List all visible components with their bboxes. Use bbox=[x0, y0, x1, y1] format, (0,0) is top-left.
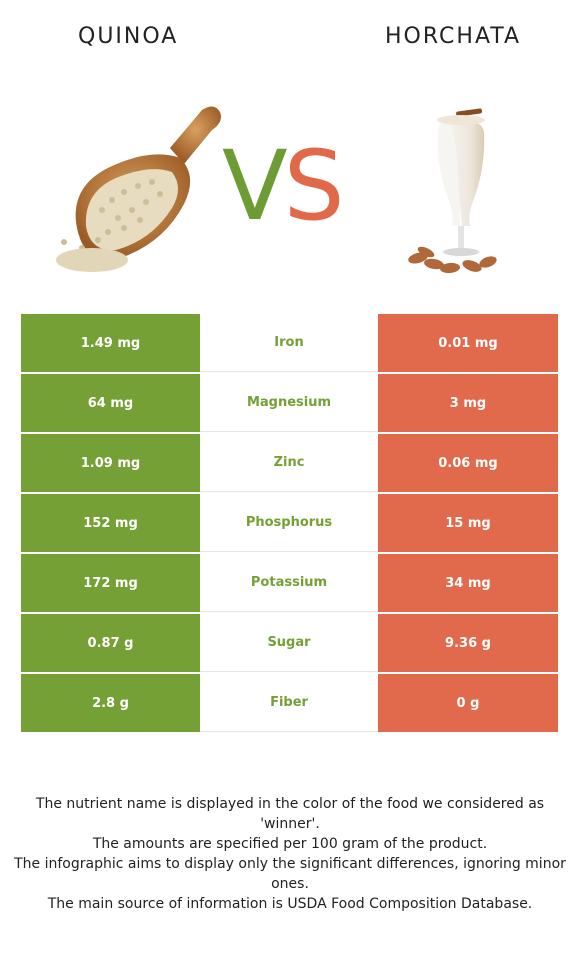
footnote-source: The main source of information is USDA F… bbox=[47, 896, 533, 912]
vs-letter-v: V bbox=[222, 130, 288, 242]
footnote-amounts: The amounts are specified per 100 gram o… bbox=[92, 836, 488, 852]
nutrient-name: Sugar bbox=[200, 614, 378, 672]
vs-label: VS bbox=[222, 138, 345, 234]
nutrient-name: Zinc bbox=[200, 434, 378, 492]
footnote-aims: The infographic aims to display only the… bbox=[14, 856, 566, 892]
table-row: 2.8 g Fiber 0 g bbox=[21, 674, 558, 732]
table-row: 64 mg Magnesium 3 mg bbox=[21, 374, 558, 432]
table-row: 172 mg Potassium 34 mg bbox=[21, 554, 558, 612]
table-row: 0.87 g Sugar 9.36 g bbox=[21, 614, 558, 672]
quinoa-scoop-image bbox=[56, 106, 221, 272]
left-food-value: 1.09 mg bbox=[21, 434, 200, 492]
left-food-value: 152 mg bbox=[21, 494, 200, 552]
right-food-value: 15 mg bbox=[378, 494, 558, 552]
nutrient-comparison-table: 1.49 mg Iron 0.01 mg 64 mg Magnesium 3 mg 1.09… bbox=[21, 314, 558, 734]
nutrient-name: Magnesium bbox=[200, 374, 378, 432]
right-food-value: 0 g bbox=[378, 674, 558, 732]
left-food-title: QUINOA bbox=[78, 24, 179, 49]
vs-letter-s: S bbox=[283, 130, 345, 242]
right-food-value: 9.36 g bbox=[378, 614, 558, 672]
left-food-value: 64 mg bbox=[21, 374, 200, 432]
nutrient-name: Phosphorus bbox=[200, 494, 378, 552]
nutrient-name: Iron bbox=[200, 314, 378, 372]
footnote-winner: The nutrient name is displayed in the co… bbox=[35, 796, 545, 832]
table-row: 1.49 mg Iron 0.01 mg bbox=[21, 314, 558, 372]
right-food-value: 34 mg bbox=[378, 554, 558, 612]
right-food-value: 0.01 mg bbox=[378, 314, 558, 372]
left-food-value: 1.49 mg bbox=[21, 314, 200, 372]
left-food-value: 172 mg bbox=[21, 554, 200, 612]
left-food-value: 0.87 g bbox=[21, 614, 200, 672]
footnotes: The nutrient name is displayed in the co… bbox=[10, 794, 570, 914]
horchata-glass-image bbox=[408, 108, 497, 274]
table-row: 1.09 mg Zinc 0.06 mg bbox=[21, 434, 558, 492]
nutrient-name: Fiber bbox=[200, 674, 378, 732]
left-food-value: 2.8 g bbox=[21, 674, 200, 732]
right-food-title: HORCHATA bbox=[385, 24, 522, 49]
right-food-value: 0.06 mg bbox=[378, 434, 558, 492]
right-food-value: 3 mg bbox=[378, 374, 558, 432]
nutrient-name: Potassium bbox=[200, 554, 378, 612]
table-row: 152 mg Phosphorus 15 mg bbox=[21, 494, 558, 552]
